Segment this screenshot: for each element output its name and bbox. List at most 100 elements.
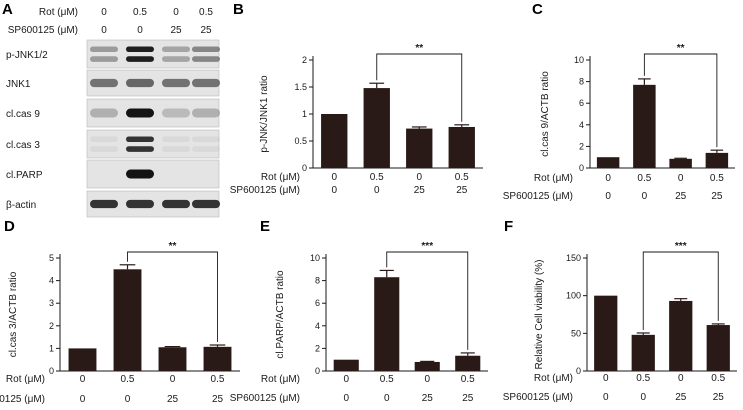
y-tick-label: 0.5: [294, 136, 307, 146]
condition-value: 0.5: [636, 373, 650, 384]
bar: [455, 355, 481, 371]
panel-letter: E: [260, 218, 270, 235]
y-tick-label: 0: [579, 163, 584, 173]
bar: [414, 361, 440, 371]
condition-value: 0.5: [710, 173, 724, 184]
condition-label: SP600125 (μM): [503, 191, 573, 202]
condition-value: 0: [642, 191, 648, 202]
blot-band: [126, 46, 154, 53]
condition-value: 0: [137, 25, 143, 36]
blot-band: [126, 108, 154, 118]
y-tick-label: 100: [566, 291, 581, 301]
blot-band: [192, 199, 220, 209]
panel-letter: B: [233, 1, 244, 18]
condition-value: 0.5: [133, 7, 147, 18]
significance-label: **: [677, 43, 685, 54]
chart-f: F Relative Cell viability (%) 0 50 100 150 ***…: [503, 218, 737, 403]
blot-strip: [86, 39, 220, 69]
y-tick-label: 1: [49, 343, 54, 353]
y-tick-label: 1.5: [294, 82, 307, 92]
blot-band: [162, 108, 190, 118]
y-tick-label: 4: [315, 321, 320, 331]
condition-value: 25: [462, 393, 474, 404]
bar: [374, 277, 400, 371]
y-tick-label: 8: [315, 276, 320, 286]
y-tick-label: 6: [315, 298, 320, 308]
blot-band: [126, 56, 154, 62]
y-tick-label: 1: [302, 109, 307, 119]
blot-row: cl.PARP: [6, 159, 220, 189]
significance-bracket: [642, 251, 719, 330]
blot-band: [192, 46, 220, 53]
condition-value: 25: [456, 185, 468, 196]
y-tick-label: 5: [49, 253, 54, 263]
condition-value: 0: [678, 173, 684, 184]
y-tick-label: 0: [49, 366, 54, 376]
bar: [596, 157, 620, 168]
condition-label: Rot (μM): [261, 172, 300, 183]
condition-value: 0.5: [637, 173, 651, 184]
blot-band: [126, 78, 154, 88]
panel-letter-a: A: [2, 1, 13, 18]
condition-value: 0.5: [380, 374, 394, 385]
blot-band: [162, 78, 190, 88]
y-tick-label: 6: [579, 98, 584, 108]
significance-label: ***: [421, 241, 433, 252]
condition-value: 25: [711, 191, 723, 202]
condition-value: 25: [675, 392, 687, 403]
condition-value: 0: [384, 393, 390, 404]
blot-band: [192, 78, 220, 88]
condition-value: 0: [80, 374, 86, 385]
condition-value: 0.5: [121, 374, 135, 385]
condition-value: 25: [414, 185, 426, 196]
condition-value: 25: [200, 25, 212, 36]
panel-letter: C: [532, 1, 543, 18]
y-tick-label: 0: [315, 366, 320, 376]
condition-value: 0: [101, 25, 107, 36]
blot-band: [162, 146, 190, 152]
y-tick-label: 50: [571, 328, 581, 338]
blot-label: cl.cas 9: [6, 109, 40, 120]
blot-band: [192, 146, 220, 152]
condition-value: 0: [424, 374, 430, 385]
y-axis-label: Relative Cell viability (%): [534, 259, 545, 369]
condition-label: SP600125 (μM): [503, 392, 573, 403]
significance-bracket: [643, 53, 718, 148]
condition-value: 25: [212, 394, 224, 405]
condition-value: 0.5: [461, 374, 475, 385]
bar: [669, 300, 693, 371]
blot-band: [126, 136, 154, 143]
bar: [113, 269, 142, 371]
y-tick-label: 2: [302, 55, 307, 65]
condition-value: 0.5: [211, 374, 225, 385]
bar: [706, 325, 730, 371]
bar: [669, 158, 692, 168]
blot-label: p-JNK1/2: [6, 50, 48, 61]
blot-band: [162, 199, 190, 209]
condition-value: 0: [125, 394, 131, 405]
bar: [633, 84, 656, 168]
bar: [321, 114, 348, 168]
condition-value: 0: [374, 185, 380, 196]
condition-label: Rot (μM): [6, 374, 45, 385]
condition-value: 25: [713, 392, 725, 403]
blot-row: p-JNK1/2: [6, 39, 220, 69]
chart-c: Ccl.cas 9/ACTB ratio 0 2 4 6 8 10 ** Rot (μM) 0 0.…: [503, 1, 735, 202]
condition-value: 0: [605, 173, 611, 184]
y-tick-label: 2: [579, 141, 584, 151]
condition-value: 0: [331, 185, 337, 196]
blot-label: β-actin: [6, 200, 36, 211]
blot-strip: [86, 129, 220, 159]
bar: [594, 295, 618, 371]
condition-value: 0: [343, 374, 349, 385]
condition-value: 0.5: [199, 7, 213, 18]
blot-row: β-actin: [6, 190, 220, 218]
condition-value: 25: [170, 25, 182, 36]
blot-row: cl.cas 9: [6, 98, 220, 128]
y-tick-label: 2: [49, 321, 54, 331]
y-tick-label: 4: [579, 120, 584, 130]
y-axis-label: p-JNK/JNK1 ratio: [259, 75, 270, 153]
condition-value: 0: [80, 394, 86, 405]
